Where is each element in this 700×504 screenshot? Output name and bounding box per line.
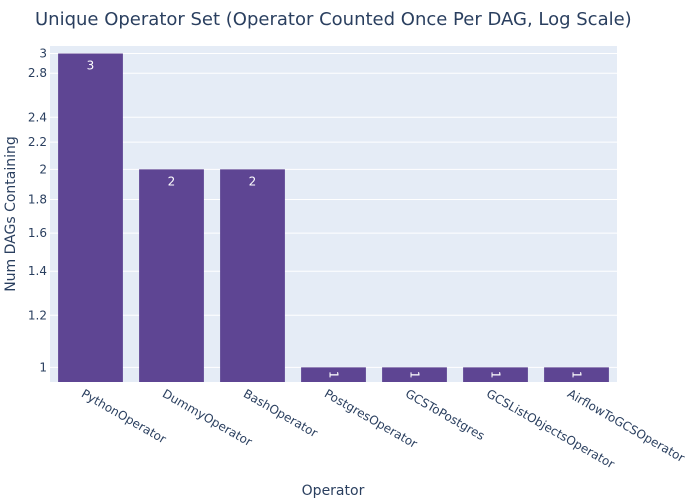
bar[interactable] bbox=[58, 53, 123, 382]
y-tick-label: 3 bbox=[39, 47, 47, 61]
bar-data-label: 1 bbox=[408, 371, 422, 379]
y-tick-label: 2.2 bbox=[28, 135, 47, 149]
x-tick-label: DummyOperator bbox=[160, 386, 255, 449]
x-axis-title: Operator bbox=[302, 483, 365, 499]
bar-data-label: 2 bbox=[249, 174, 257, 188]
y-axis-title: Num DAGs Containing bbox=[3, 136, 19, 292]
bar-data-label: 1 bbox=[489, 371, 503, 379]
bar[interactable] bbox=[382, 367, 447, 382]
bars bbox=[58, 53, 609, 382]
bar[interactable] bbox=[301, 367, 366, 382]
y-tick-label: 1 bbox=[39, 360, 47, 374]
y-tick-label: 1.2 bbox=[28, 308, 47, 322]
chart-title: Unique Operator Set (Operator Counted On… bbox=[35, 9, 632, 30]
plot-background bbox=[50, 46, 617, 382]
y-tick-label: 1.6 bbox=[28, 226, 47, 240]
y-tick-label: 2.4 bbox=[28, 110, 47, 124]
bar[interactable] bbox=[139, 169, 204, 382]
x-tick-label: GCSToPostgres bbox=[403, 386, 487, 443]
y-tick-label: 2 bbox=[39, 162, 47, 176]
bar-data-label: 3 bbox=[87, 59, 95, 73]
bar[interactable] bbox=[544, 367, 609, 382]
y-tick-label: 1.8 bbox=[28, 192, 47, 206]
bar-data-label: 1 bbox=[327, 371, 341, 379]
bar[interactable] bbox=[220, 169, 285, 382]
y-tick-label: 1.4 bbox=[28, 264, 47, 278]
x-tick-label: BashOperator bbox=[241, 386, 320, 440]
bar-data-label: 2 bbox=[168, 174, 176, 188]
bar-data-label: 1 bbox=[570, 371, 584, 379]
x-tick-label: GCSListObjectsOperator bbox=[484, 386, 617, 471]
y-tick-labels: 1 1.2 1.4 1.6 1.8 2 2.2 2.4 2.8 3 bbox=[28, 47, 47, 375]
x-tick-label: PythonOperator bbox=[79, 386, 169, 446]
bar[interactable] bbox=[463, 367, 528, 382]
data-labels: 3 2 2 1 1 1 1 bbox=[87, 59, 584, 379]
y-tick-label: 2.8 bbox=[28, 66, 47, 80]
